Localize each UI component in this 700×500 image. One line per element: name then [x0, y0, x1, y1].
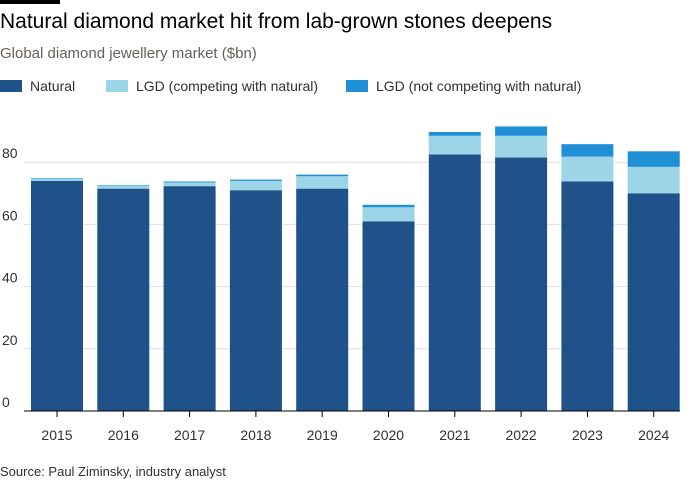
source-note: Source: Paul Ziminsky, industry analyst: [0, 464, 226, 479]
bar-2023-natural: [561, 181, 614, 411]
bar-2024-lgd-not-competing: [627, 151, 680, 167]
bar-2018-lgd-competing: [229, 180, 282, 191]
legend-swatch-natural: [0, 80, 22, 92]
bar-2017-lgd-competing: [163, 182, 216, 187]
bar-2022-lgd-not-competing: [495, 126, 548, 136]
bar-2023-lgd-not-competing: [561, 144, 614, 157]
bar-2024-lgd-competing: [627, 166, 680, 194]
legend-item-natural: Natural: [0, 78, 75, 94]
bar-2019-natural: [296, 188, 349, 411]
bar-2019-lgd-not-competing: [296, 174, 349, 177]
x-tick-label-2022: 2022: [506, 427, 537, 443]
bar-2018-natural: [229, 190, 282, 411]
x-tick-label-2023: 2023: [572, 427, 603, 443]
bar-2020-natural: [362, 221, 415, 411]
y-tick-label-20: 20: [2, 332, 18, 348]
bar-2021-lgd-competing: [428, 135, 481, 155]
legend-label-lgd-competing: LGD (competing with natural): [136, 78, 319, 94]
bar-2018-lgd-not-competing: [229, 179, 282, 181]
bar-2016-lgd-not-competing: [97, 185, 150, 186]
x-tick-label-2024: 2024: [638, 427, 669, 443]
bar-2017-lgd-not-competing: [163, 181, 216, 183]
bars: [31, 126, 680, 412]
legend-label-natural: Natural: [30, 78, 76, 94]
legend: Natural LGD (competing with natural) LGD…: [0, 78, 700, 98]
bar-2015-lgd-not-competing: [31, 178, 83, 179]
x-tick-label-2015: 2015: [41, 427, 72, 443]
bar-2020-lgd-not-competing: [362, 204, 415, 208]
bar-2024-natural: [627, 193, 680, 411]
y-tick-label-80: 80: [2, 145, 18, 161]
x-tick-label-2016: 2016: [108, 427, 139, 443]
y-tick-label-60: 60: [2, 207, 18, 223]
x-tick-label-2021: 2021: [439, 427, 470, 443]
chart-title: Natural diamond market hit from lab-grow…: [0, 10, 553, 33]
legend-item-lgd-not-competing: LGD (not competing with natural): [346, 78, 581, 94]
bar-2023-lgd-competing: [561, 156, 614, 182]
bar-2016-lgd-competing: [97, 185, 150, 189]
x-tick-label-2018: 2018: [240, 427, 271, 443]
axes: 0 20 40 60 80 2015 2016 2017 2018 2019 2020 2021 202…: [2, 145, 680, 443]
bar-2015-natural: [31, 180, 83, 411]
legend-swatch-lgd-not-competing: [346, 80, 368, 92]
x-tick-label-2017: 2017: [174, 427, 205, 443]
bar-2021-natural: [428, 154, 481, 412]
bar-2021-lgd-not-competing: [428, 132, 481, 136]
brand-bar: [0, 0, 60, 4]
bar-2022-natural: [495, 157, 548, 411]
bar-2020-lgd-competing: [362, 207, 415, 222]
bar-2017-natural: [163, 186, 216, 411]
legend-item-lgd-competing: LGD (competing with natural): [106, 78, 318, 94]
chart-subtitle: Global diamond jewellery market ($bn): [0, 45, 257, 62]
y-tick-label-0: 0: [2, 394, 10, 410]
y-tick-label-40: 40: [2, 270, 18, 286]
bar-2022-lgd-competing: [495, 135, 548, 158]
bar-2019-lgd-competing: [296, 176, 349, 189]
legend-swatch-lgd-competing: [106, 80, 128, 92]
x-tick-label-2020: 2020: [373, 427, 404, 443]
bar-2015-lgd-competing: [31, 178, 83, 181]
x-tick-label-2019: 2019: [307, 427, 338, 443]
legend-label-lgd-not-competing: LGD (not competing with natural): [376, 78, 582, 94]
bar-2016-natural: [97, 188, 150, 411]
